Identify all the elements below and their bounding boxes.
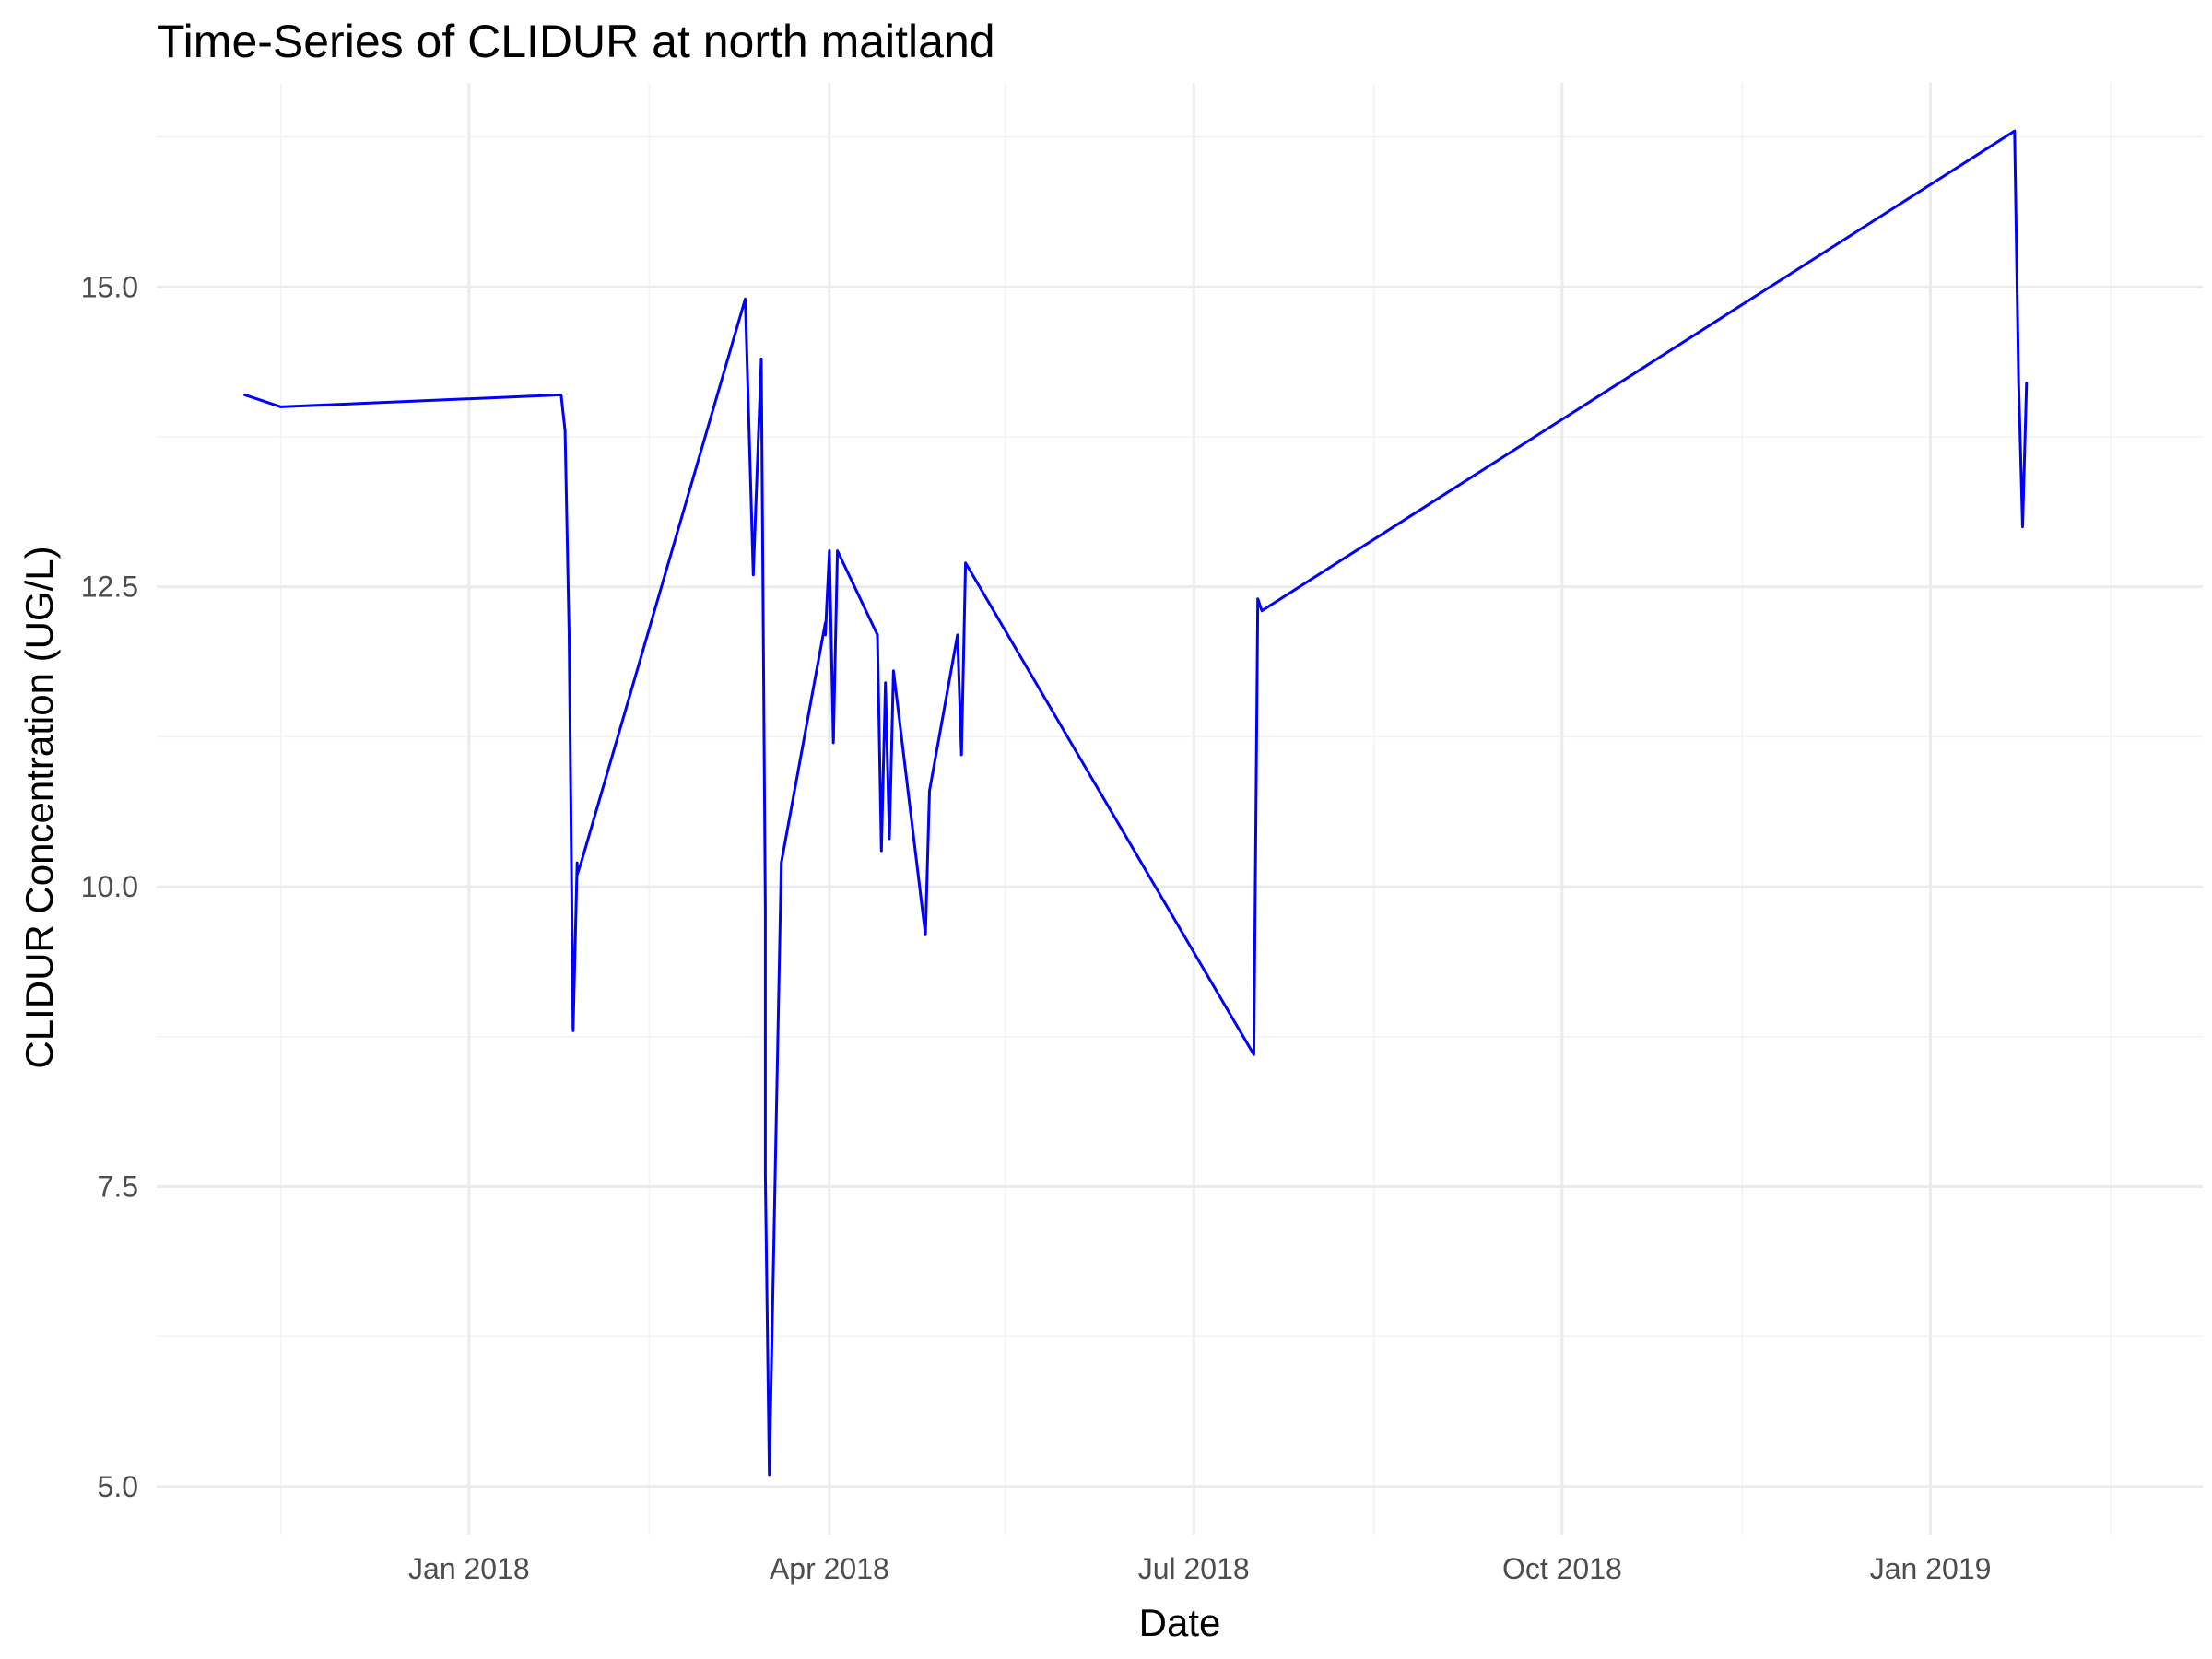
- gridlines: [157, 83, 2203, 1535]
- x-tick-label: Apr 2018: [770, 1552, 889, 1585]
- y-axis-title: CLIDUR Concentration (UG/L): [18, 546, 61, 1068]
- y-tick-label: 12.5: [81, 571, 138, 604]
- series-line: [243, 129, 2029, 1477]
- chart-title: Time-Series of CLIDUR at north maitland: [157, 16, 995, 67]
- y-axis-ticks: 5.0 7.5 10.0 12.5 15.0: [81, 270, 138, 1503]
- x-tick-label: Jan 2019: [1870, 1552, 1992, 1585]
- y-tick-label: 10.0: [81, 870, 138, 903]
- y-tick-label: 15.0: [81, 270, 138, 303]
- x-tick-label: Oct 2018: [1502, 1552, 1622, 1585]
- x-axis-ticks: Jan 2018 Apr 2018 Jul 2018 Oct 2018 Jan 2019: [408, 1552, 1991, 1585]
- x-tick-label: Jul 2018: [1138, 1552, 1250, 1585]
- x-axis-title: Date: [1139, 1601, 1221, 1644]
- series-layer: [243, 129, 2029, 1477]
- x-tick-label: Jan 2018: [408, 1552, 530, 1585]
- y-tick-label: 5.0: [98, 1470, 138, 1503]
- y-tick-label: 7.5: [98, 1171, 138, 1204]
